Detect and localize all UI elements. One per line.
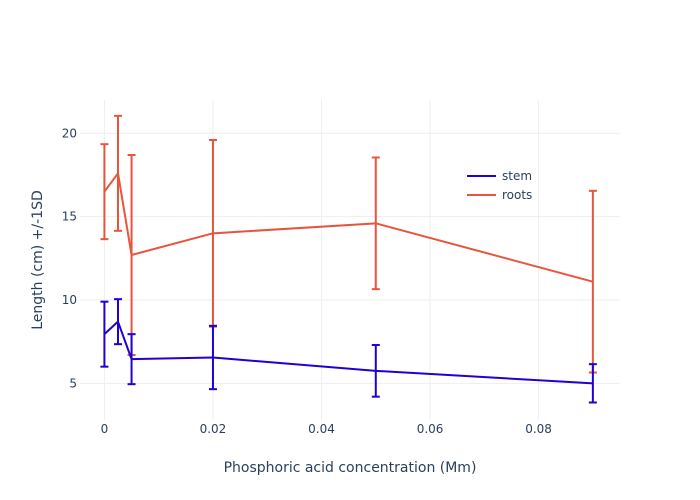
legend-label: roots: [502, 188, 532, 202]
x-axis-title: Phosphoric acid concentration (Mm): [224, 460, 477, 476]
tick-layer: 0 0.02 0.04 0.06 0.08 5 10 15 20: [62, 126, 552, 436]
legend-label: stem: [502, 169, 532, 183]
x-tick-label: 0.08: [525, 422, 552, 436]
grid-layer: [80, 100, 620, 420]
series-stem: [100, 298, 597, 404]
y-tick-label: 20: [62, 126, 77, 140]
legend-item-roots[interactable]: roots: [467, 188, 532, 202]
y-tick-label: 10: [62, 293, 77, 307]
series-line-roots: [103, 172, 594, 283]
x-tick-label: 0.04: [308, 422, 335, 436]
x-tick-label: 0: [101, 422, 109, 436]
x-tick-label: 0.02: [200, 422, 227, 436]
y-tick-label: 5: [69, 376, 77, 390]
series-line-stem: [103, 320, 593, 385]
legend-item-stem[interactable]: stem: [467, 169, 532, 183]
y-tick-label: 15: [62, 210, 77, 224]
series-roots: [100, 114, 597, 374]
data-layer: [100, 114, 597, 404]
y-axis-title: Length (cm) +/-1SD: [30, 190, 46, 330]
x-tick-label: 0.06: [417, 422, 444, 436]
legend: stem roots: [467, 169, 532, 202]
